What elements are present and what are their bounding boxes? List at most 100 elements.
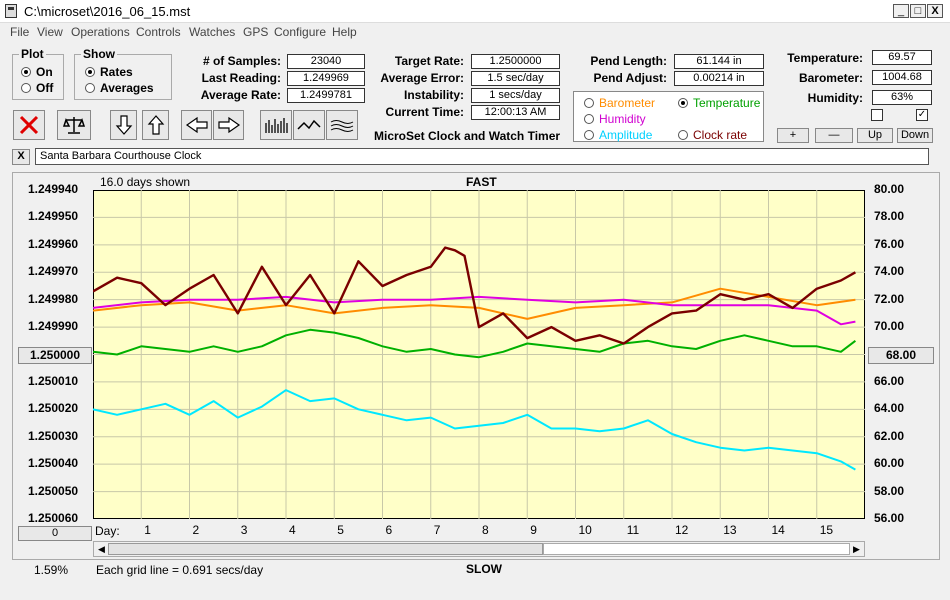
last-reading-label: Last Reading: <box>201 71 281 85</box>
barometer-field: 1004.68 <box>872 70 932 85</box>
day-tick-label: 14 <box>771 523 785 537</box>
menu-file[interactable]: File <box>10 25 30 39</box>
down-button[interactable]: Down <box>897 128 933 143</box>
average-rate-label: Average Rate: <box>200 88 281 102</box>
amplitude-radio[interactable]: Amplitude <box>584 128 652 142</box>
app-icon[interactable] <box>5 4 17 18</box>
right-tick-label: 70.00 <box>874 319 905 334</box>
day-tick-label: 15 <box>819 523 834 537</box>
right-tick-label: 58.00 <box>874 483 905 498</box>
fast-label: FAST <box>466 175 497 189</box>
temperature-field: 69.57 <box>872 50 932 65</box>
scroll-track[interactable] <box>108 543 543 555</box>
menu-watches[interactable]: Watches <box>189 25 236 39</box>
plot-area[interactable] <box>93 190 865 519</box>
day-tick-label: 9 <box>530 523 537 537</box>
day-tick-label: 3 <box>240 523 248 537</box>
right-tick-label: 76.00 <box>874 236 905 251</box>
minus-button[interactable]: — <box>815 128 853 143</box>
slow-label: SLOW <box>466 562 502 576</box>
pend-adjust-field[interactable]: 0.00214 in <box>674 71 764 86</box>
temperature-label: Temperature: <box>787 51 863 65</box>
minimize-button[interactable]: _ <box>893 4 909 18</box>
humidity-label: Humidity: <box>807 91 863 105</box>
show-rates-radio[interactable]: Rates <box>85 65 133 79</box>
plot-off-radio[interactable]: Off <box>21 81 53 95</box>
scroll-reset-button[interactable]: 0 <box>18 526 92 541</box>
comment-close-button[interactable]: X <box>12 149 30 165</box>
plot-group-title: Plot <box>19 47 46 61</box>
average-error-label: Average Error: <box>380 71 464 85</box>
multi-wave-icon <box>330 120 354 132</box>
instability-field: 1 secs/day <box>471 88 560 103</box>
scroll-left-arrow-icon[interactable]: ◀ <box>98 544 105 554</box>
right-tick-label: 62.00 <box>874 428 905 443</box>
right-tick-label: 64.00 <box>874 401 905 416</box>
arrow-left-button[interactable] <box>181 110 212 140</box>
title-bar: C:\microset\2016_06_15.mst _ □ X <box>0 0 950 23</box>
plus-button[interactable]: + <box>777 128 809 143</box>
arrow-left-icon <box>185 116 208 134</box>
app-name-label: MicroSet Clock and Watch Timer <box>374 129 561 143</box>
day-tick-label: 4 <box>289 523 296 537</box>
left-tick-label: 1.249950 <box>28 209 79 224</box>
arrow-down-button[interactable] <box>110 110 137 140</box>
right-tick-label: 56.00 <box>874 511 905 525</box>
balance-scale-icon <box>62 117 86 134</box>
target-rate-field[interactable]: 1.2500000 <box>471 54 560 69</box>
last-reading-field: 1.249969 <box>287 71 365 86</box>
left-tick-label: 1.249940 <box>28 182 79 196</box>
arrow-up-icon <box>147 115 164 135</box>
bar-view-button[interactable] <box>260 110 292 140</box>
show-group: Show Rates Averages <box>74 47 172 100</box>
plot-on-radio[interactable]: On <box>21 65 53 79</box>
day-tick-label: 2 <box>192 523 200 537</box>
clear-button[interactable] <box>13 110 45 140</box>
day-tick-label: 5 <box>337 523 344 537</box>
show-averages-radio[interactable]: Averages <box>85 81 154 95</box>
red-x-icon <box>19 115 39 135</box>
pend-length-field[interactable]: 61.144 in <box>674 54 764 69</box>
clock-rate-radio[interactable]: Clock rate <box>678 128 747 142</box>
arrow-right-button[interactable] <box>213 110 244 140</box>
left-tick-label: 1.249990 <box>28 319 79 334</box>
day-tick-label: 6 <box>385 523 393 537</box>
menu-controls[interactable]: Controls <box>136 25 181 39</box>
series-line-amplitude <box>93 389 856 471</box>
temperature-radio[interactable]: Temperature <box>678 96 760 110</box>
menu-help[interactable]: Help <box>332 25 357 39</box>
scroll-thumb[interactable] <box>543 543 850 555</box>
scroll-right-arrow-icon[interactable]: ▶ <box>853 544 860 554</box>
up-button[interactable]: Up <box>857 128 893 143</box>
maximize-button[interactable]: □ <box>910 4 926 18</box>
day-tick-label: 11 <box>626 523 640 537</box>
right-tick-label: 66.00 <box>874 373 905 388</box>
days-shown-label: 16.0 days shown <box>100 175 191 189</box>
grid-note: Each grid line = 0.691 secs/day <box>96 563 264 577</box>
humidity-radio[interactable]: Humidity <box>584 112 646 126</box>
left-tick-label: 1.250060 <box>28 511 79 525</box>
left-tick-label: 1.249970 <box>28 264 79 279</box>
line-view-button[interactable] <box>293 110 325 140</box>
option-checkbox-2[interactable]: ✓ <box>916 109 928 121</box>
menu-gps[interactable]: GPS <box>243 25 269 39</box>
time-scrollbar[interactable]: ◀ ▶ <box>93 541 865 557</box>
left-center-button[interactable]: 1.250000 <box>18 347 92 364</box>
option-checkbox-1[interactable] <box>871 109 883 121</box>
left-tick-label: 1.250050 <box>28 483 79 498</box>
right-tick-label: 72.00 <box>874 291 905 306</box>
series-select-group: Barometer Temperature Humidity Amplitude… <box>573 91 764 142</box>
menu-view[interactable]: View <box>37 25 63 39</box>
arrow-up-button[interactable] <box>142 110 169 140</box>
menu-configure[interactable]: Configure <box>274 25 327 39</box>
smooth-view-button[interactable] <box>326 110 358 140</box>
barometer-radio[interactable]: Barometer <box>584 96 655 110</box>
close-button[interactable]: X <box>927 4 943 18</box>
right-center-button[interactable]: 68.00 <box>868 347 934 364</box>
day-tick-label: 7 <box>433 523 441 537</box>
humidity-field: 63% <box>872 90 932 105</box>
pend-length-label: Pend Length: <box>590 54 667 68</box>
balance-button[interactable] <box>57 110 91 140</box>
menu-operations[interactable]: Operations <box>71 25 130 39</box>
comment-field[interactable]: Santa Barbara Courthouse Clock <box>35 148 929 165</box>
